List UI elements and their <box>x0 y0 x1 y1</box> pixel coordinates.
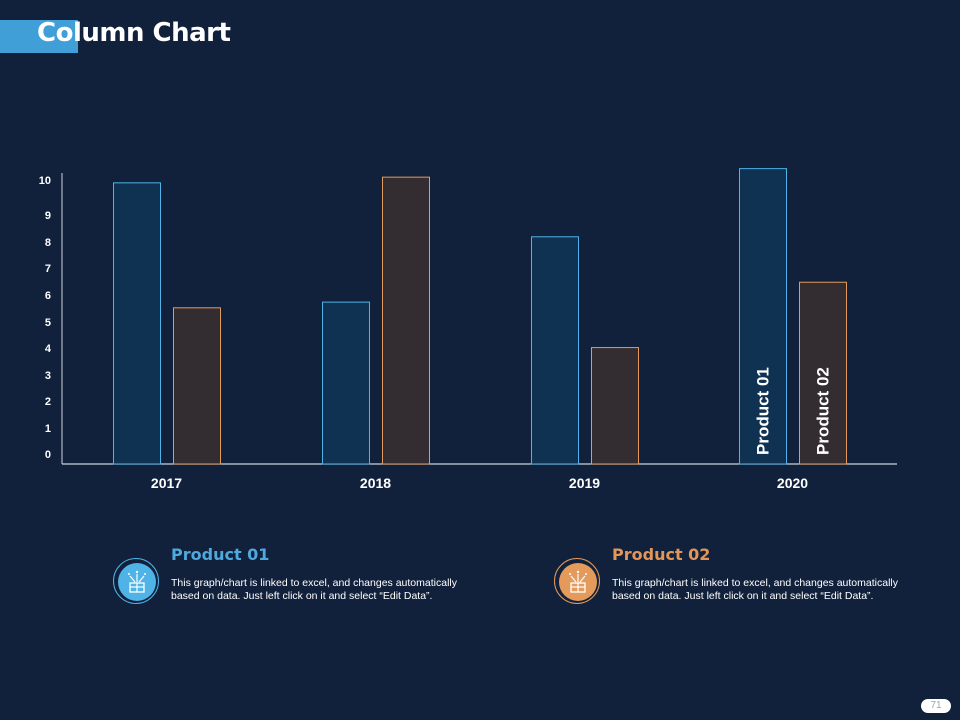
legend-title-product-02: Product 02 <box>612 545 711 564</box>
bar-product-01-2020 <box>739 168 787 465</box>
legend-description-product-01: This graph/chart is linked to excel, and… <box>171 577 457 602</box>
y-tick-label: 8 <box>45 237 51 249</box>
legend-description-product-02: This graph/chart is linked to excel, and… <box>612 577 898 602</box>
x-tick-label: 2018 <box>360 475 391 491</box>
legend-title-product-01: Product 01 <box>171 545 270 564</box>
y-tick-label: 9 <box>45 210 51 222</box>
column-chart: 0 1 2 3 4 5 6 7 8 9 10 2017 2018 2019 2020 Product 01 Pr… <box>39 168 897 491</box>
y-tick-label: 6 <box>45 290 51 302</box>
bar-product-01-2017 <box>113 182 161 465</box>
gift-box-sparkle-icon <box>113 558 159 604</box>
y-tick-label: 10 <box>39 175 51 187</box>
y-tick-label: 1 <box>45 423 51 435</box>
bar-product-02-2017 <box>173 307 221 465</box>
page-number: 71 <box>921 699 951 713</box>
bar-label-product-01: Product 01 <box>754 367 773 455</box>
bar-label-product-02: Product 02 <box>814 367 833 455</box>
bar-product-02-2020 <box>799 281 847 465</box>
bar-product-02-2018 <box>382 176 430 465</box>
bar-product-01-2019 <box>531 236 579 465</box>
y-tick-label: 0 <box>45 449 51 461</box>
bar-product-02-2019 <box>591 347 639 465</box>
page-title: Column Chart <box>37 18 231 48</box>
x-tick-label: 2017 <box>151 475 182 491</box>
y-tick-label: 3 <box>45 370 51 382</box>
y-tick-label: 4 <box>45 343 52 355</box>
title-accent-bar <box>0 20 78 53</box>
x-tick-label: 2020 <box>777 475 808 491</box>
gift-box-sparkle-icon <box>554 558 600 604</box>
bar-product-01-2018 <box>322 301 370 465</box>
y-tick-label: 5 <box>45 317 51 329</box>
y-tick-label: 2 <box>45 396 51 408</box>
x-tick-label: 2019 <box>569 475 600 491</box>
y-tick-label: 7 <box>45 263 51 275</box>
